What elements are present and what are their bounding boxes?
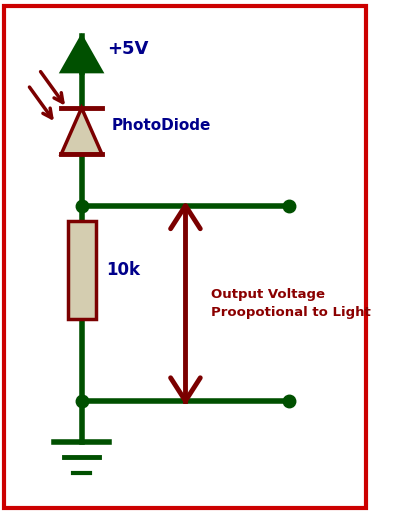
Polygon shape <box>61 36 102 72</box>
Text: 10k: 10k <box>106 261 140 279</box>
Text: Output Voltage
Proopotional to Light: Output Voltage Proopotional to Light <box>211 288 371 319</box>
Text: PhotoDiode: PhotoDiode <box>111 118 211 134</box>
Bar <box>68 221 96 319</box>
Polygon shape <box>61 108 102 154</box>
Text: +5V: +5V <box>107 40 149 58</box>
